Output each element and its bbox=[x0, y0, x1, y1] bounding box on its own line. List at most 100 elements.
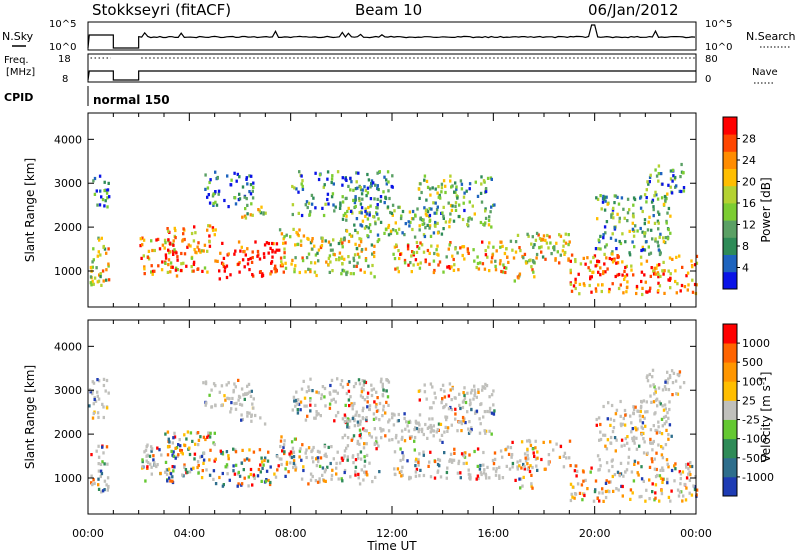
echo-cell bbox=[383, 175, 386, 179]
echo-cell bbox=[208, 393, 211, 397]
echo-cell bbox=[368, 213, 371, 217]
echo-cell bbox=[448, 243, 451, 247]
echo-cell bbox=[473, 384, 476, 388]
echo-cell bbox=[659, 402, 662, 406]
echo-cell bbox=[396, 266, 399, 270]
echo-cell bbox=[398, 470, 402, 475]
echo-cell bbox=[428, 218, 432, 222]
echo-cell bbox=[105, 191, 109, 195]
echo-cell bbox=[223, 394, 226, 398]
echo-cell bbox=[326, 192, 330, 196]
echo-cell bbox=[415, 467, 419, 471]
echo-cell bbox=[488, 476, 491, 480]
echo-cell bbox=[636, 427, 639, 431]
beam-title: Beam 10 bbox=[355, 1, 422, 19]
echo-cell bbox=[453, 451, 456, 455]
echo-cell bbox=[602, 404, 605, 409]
echo-cell bbox=[432, 259, 436, 263]
echo-cell bbox=[576, 469, 579, 473]
echo-cell bbox=[150, 270, 153, 274]
echo-cell bbox=[667, 433, 670, 437]
echo-cell bbox=[428, 251, 431, 255]
echo-cell bbox=[430, 427, 433, 431]
echo-cell bbox=[507, 452, 511, 456]
echo-cell bbox=[175, 446, 179, 450]
echo-cell bbox=[669, 276, 672, 280]
echo-cell bbox=[449, 203, 453, 208]
echo-cell bbox=[632, 203, 635, 207]
echo-cell bbox=[643, 416, 646, 420]
echo-cell bbox=[169, 261, 173, 265]
echo-cell bbox=[678, 470, 681, 474]
echo-cell bbox=[150, 264, 153, 268]
echo-cell bbox=[368, 404, 372, 408]
echo-cell bbox=[240, 403, 244, 407]
echo-cell bbox=[620, 484, 623, 488]
echo-cell bbox=[174, 228, 177, 233]
echo-cell bbox=[648, 175, 652, 179]
echo-cell bbox=[531, 486, 534, 490]
echo-cell bbox=[185, 264, 188, 268]
echo-cell bbox=[446, 265, 449, 269]
echo-cell bbox=[269, 246, 272, 250]
echo-cell bbox=[569, 259, 572, 263]
echo-cell bbox=[381, 393, 384, 397]
echo-cell bbox=[314, 206, 317, 210]
echo-cell bbox=[663, 403, 667, 407]
echo-cell bbox=[642, 451, 646, 455]
echo-cell bbox=[464, 400, 468, 405]
echo-cell bbox=[547, 453, 551, 457]
echo-cell bbox=[192, 262, 196, 266]
echo-cell bbox=[643, 218, 647, 222]
echo-cell bbox=[652, 439, 655, 444]
echo-cell bbox=[234, 385, 237, 389]
echo-cell bbox=[352, 258, 356, 263]
echo-cell bbox=[349, 475, 352, 479]
echo-cell bbox=[210, 405, 213, 409]
echo-cell bbox=[327, 240, 331, 244]
echo-cell bbox=[378, 401, 382, 406]
echo-cell bbox=[373, 275, 376, 279]
echo-cell bbox=[480, 175, 483, 179]
echo-cell bbox=[167, 263, 170, 267]
echo-cell bbox=[332, 397, 335, 401]
echo-cell bbox=[168, 476, 171, 480]
echo-cell bbox=[320, 396, 323, 401]
echo-cell bbox=[376, 203, 379, 207]
echo-cell bbox=[97, 462, 100, 466]
echo-cell bbox=[666, 237, 670, 241]
echo-cell bbox=[656, 404, 659, 408]
echo-cell bbox=[493, 451, 497, 455]
echo-cell bbox=[198, 249, 201, 253]
colorbar-tick-label: 8 bbox=[742, 240, 749, 253]
echo-cell bbox=[298, 270, 301, 275]
echo-cell bbox=[103, 479, 107, 483]
echo-cell bbox=[175, 274, 179, 278]
echo-cell bbox=[243, 458, 246, 462]
echo-cell bbox=[301, 443, 304, 447]
echo-cell bbox=[139, 237, 142, 241]
colorbar-tick-label: 20 bbox=[742, 176, 756, 189]
echo-cell bbox=[294, 468, 297, 472]
echo-cell bbox=[106, 188, 110, 192]
colorbar-tick-label: 25 bbox=[742, 394, 756, 407]
echo-cell bbox=[334, 389, 337, 393]
echo-cell bbox=[470, 388, 474, 392]
echo-cell bbox=[308, 213, 311, 217]
echo-cell bbox=[624, 265, 627, 270]
echo-cell bbox=[596, 259, 599, 263]
echo-cell bbox=[421, 218, 425, 222]
echo-cell bbox=[469, 391, 473, 395]
echo-cell bbox=[315, 413, 318, 417]
echo-cell bbox=[416, 207, 419, 211]
echo-cell bbox=[313, 270, 317, 274]
echo-cell bbox=[243, 397, 246, 401]
echo-cell bbox=[653, 221, 657, 225]
echo-cell bbox=[361, 395, 364, 399]
echo-cell bbox=[343, 449, 347, 453]
echo-cell bbox=[604, 199, 607, 203]
echo-cell bbox=[175, 251, 178, 255]
echo-cell bbox=[688, 491, 691, 495]
echo-cell bbox=[655, 397, 659, 401]
echo-cell bbox=[385, 178, 388, 182]
